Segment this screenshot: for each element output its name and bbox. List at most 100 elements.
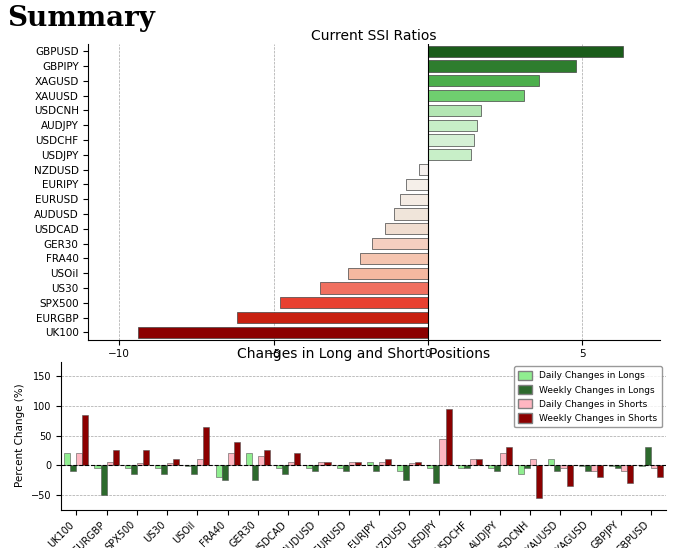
Title: Current SSI Ratios: Current SSI Ratios (311, 28, 437, 43)
Bar (506, 448, 512, 465)
Bar (228, 453, 234, 465)
Bar (419, 164, 428, 175)
Bar (439, 438, 445, 465)
Bar (524, 465, 530, 468)
Bar (658, 465, 664, 477)
Bar (337, 465, 343, 468)
Text: Summary: Summary (7, 5, 154, 32)
Bar (137, 464, 143, 465)
Bar (530, 459, 537, 465)
Bar (245, 453, 252, 465)
Bar (621, 465, 627, 471)
Bar (264, 450, 270, 465)
Bar (288, 463, 294, 465)
Bar (445, 409, 452, 465)
Bar (222, 465, 228, 480)
Bar (537, 465, 543, 498)
Bar (282, 465, 288, 474)
Bar (185, 465, 191, 466)
Bar (476, 459, 482, 465)
Bar (415, 463, 422, 465)
Bar (138, 327, 428, 338)
Bar (258, 456, 264, 465)
Bar (191, 465, 197, 474)
Bar (579, 465, 585, 466)
Bar (70, 465, 76, 471)
Bar (597, 465, 603, 477)
Bar (252, 465, 258, 480)
Bar (428, 45, 623, 57)
Bar (591, 465, 597, 471)
Bar (373, 238, 428, 249)
Bar (131, 465, 137, 474)
Bar (113, 450, 119, 465)
Legend: Daily Changes in Longs, Weekly Changes in Longs, Daily Changes in Shorts, Weekly: Daily Changes in Longs, Weekly Changes i… (514, 366, 662, 427)
Bar (64, 453, 70, 465)
Bar (318, 463, 324, 465)
Bar (470, 459, 476, 465)
Bar (458, 465, 464, 468)
Bar (428, 60, 576, 72)
Bar (428, 119, 477, 131)
Bar (645, 448, 651, 465)
Bar (428, 75, 539, 87)
Bar (403, 465, 409, 480)
Bar (428, 134, 475, 146)
Bar (585, 465, 591, 471)
Bar (161, 465, 167, 474)
Bar (347, 267, 428, 279)
Bar (343, 465, 349, 471)
Bar (428, 90, 524, 101)
Bar (355, 463, 361, 465)
Bar (407, 179, 428, 190)
Bar (397, 465, 403, 471)
Bar (197, 459, 203, 465)
Bar (312, 465, 318, 471)
Bar (82, 415, 88, 465)
Bar (427, 465, 433, 468)
Bar (324, 463, 330, 465)
Bar (276, 465, 282, 468)
Bar (124, 465, 131, 468)
Y-axis label: Percent Change (%): Percent Change (%) (16, 384, 25, 488)
Bar (566, 465, 573, 486)
Bar (500, 453, 506, 465)
Bar (554, 465, 560, 471)
Bar (494, 465, 500, 471)
Bar (216, 465, 222, 477)
Bar (167, 464, 173, 465)
Bar (488, 465, 494, 468)
Bar (560, 465, 566, 468)
Bar (609, 465, 615, 466)
Bar (107, 463, 113, 465)
Bar (367, 463, 373, 465)
Bar (203, 427, 209, 465)
Bar (101, 465, 107, 495)
Bar (464, 465, 470, 468)
Bar (433, 465, 439, 483)
Bar (518, 465, 524, 474)
Bar (615, 465, 621, 468)
Bar (627, 465, 633, 483)
Bar (548, 459, 554, 465)
Bar (173, 459, 180, 465)
Bar (237, 312, 428, 323)
Bar (280, 297, 428, 309)
Bar (76, 453, 82, 465)
Bar (234, 442, 240, 465)
Bar (360, 253, 428, 264)
Bar (385, 223, 428, 235)
Bar (294, 453, 301, 465)
Bar (95, 465, 101, 468)
Bar (155, 465, 161, 468)
Bar (379, 463, 385, 465)
Bar (385, 459, 391, 465)
Bar (320, 282, 428, 294)
Bar (639, 465, 645, 466)
Bar (349, 463, 355, 465)
Title: Changes in Long and Short Positions: Changes in Long and Short Positions (237, 346, 490, 361)
Bar (306, 465, 312, 468)
Bar (373, 465, 379, 471)
Bar (394, 208, 428, 220)
Bar (409, 464, 415, 465)
